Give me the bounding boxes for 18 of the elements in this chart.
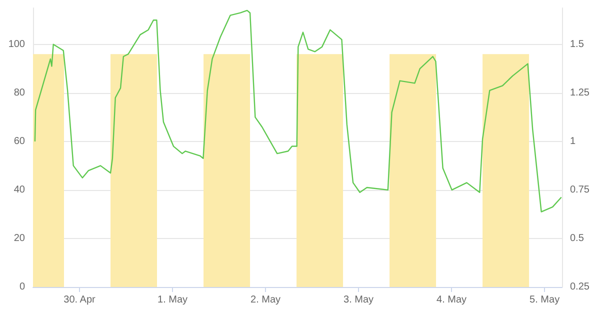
y2-tick-label: 0.5 xyxy=(570,232,584,244)
x-tick-label: 2. May xyxy=(250,294,281,306)
y-tick-label: 20 xyxy=(14,232,26,244)
y2-tick-label: 1.25 xyxy=(570,87,590,98)
y-tick-label: 100 xyxy=(8,38,26,50)
x-tick-label: 1. May xyxy=(158,294,188,306)
y-tick-label: 0 xyxy=(19,282,26,292)
y-tick-label: 80 xyxy=(14,87,26,98)
y-tick-label: 60 xyxy=(14,136,26,147)
y2-tick-label: 0.75 xyxy=(570,184,590,196)
x-tick-label: 4. May xyxy=(436,294,467,306)
y2-tick-label: 0.25 xyxy=(570,282,590,292)
x-tick-label: 5. May xyxy=(530,294,560,306)
y2-tick-label: 1 xyxy=(570,136,576,147)
x-tick-label: 30. Apr xyxy=(64,294,96,306)
y2-tick-label: 1.5 xyxy=(570,38,584,50)
y-tick-label: 40 xyxy=(14,184,26,196)
x-tick-label: 3. May xyxy=(344,294,374,306)
